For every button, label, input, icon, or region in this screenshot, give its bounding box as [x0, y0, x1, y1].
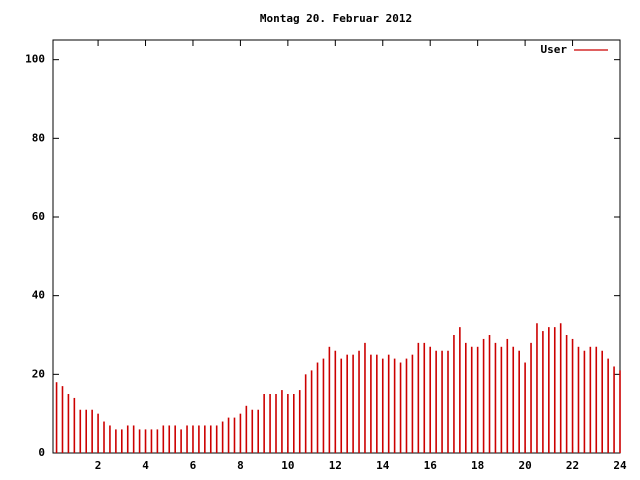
y-tick-label: 40	[32, 289, 45, 302]
x-tick-label: 6	[190, 459, 197, 472]
x-tick-label: 10	[281, 459, 294, 472]
x-tick-label: 8	[237, 459, 244, 472]
y-tick-label: 100	[25, 53, 45, 66]
y-tick-label: 80	[32, 131, 45, 144]
x-tick-label: 24	[613, 459, 627, 472]
legend-label: User	[541, 43, 568, 56]
x-tick-label: 4	[142, 459, 149, 472]
x-tick-label: 14	[376, 459, 390, 472]
y-tick-label: 60	[32, 210, 45, 223]
y-tick-label: 0	[38, 446, 45, 459]
plot-frame	[52, 39, 621, 454]
x-tick-label: 2	[95, 459, 102, 472]
x-tick-label: 18	[471, 459, 484, 472]
chart-title: Montag 20. Februar 2012	[260, 12, 412, 25]
x-tick-label: 22	[566, 459, 579, 472]
x-tick-label: 12	[329, 459, 342, 472]
x-tick-label: 16	[424, 459, 438, 472]
y-tick-label: 20	[32, 367, 45, 380]
x-tick-label: 20	[518, 459, 531, 472]
